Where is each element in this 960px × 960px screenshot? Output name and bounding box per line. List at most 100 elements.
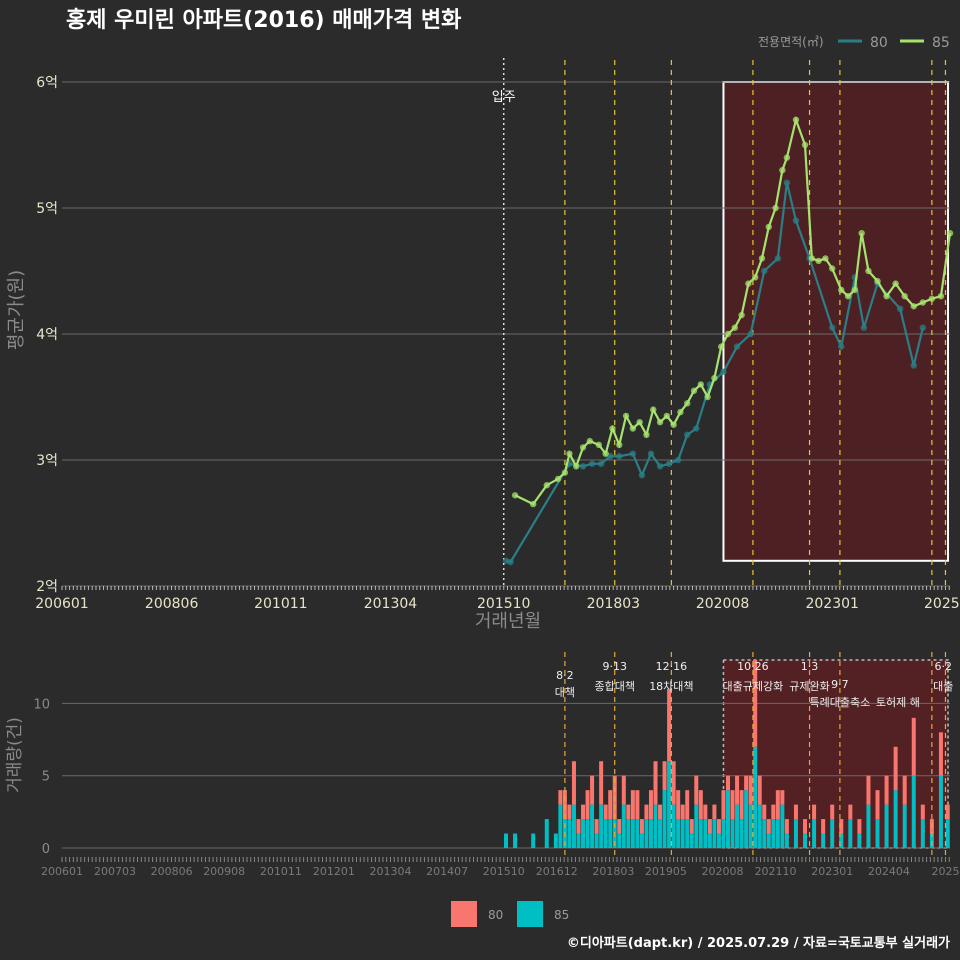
- bar-80: [744, 775, 749, 791]
- bar-80: [581, 804, 586, 820]
- bar-x-tick-label: 201803: [592, 865, 634, 878]
- series-80-point: [616, 453, 623, 460]
- series-85-point: [650, 406, 657, 413]
- bar-85: [775, 819, 780, 848]
- bar-85: [911, 775, 916, 848]
- bar-85: [784, 833, 789, 848]
- top-y-axis-title: 평균가(원): [6, 270, 27, 350]
- series-80-point: [684, 431, 691, 438]
- bar-legend-85-label: 85: [554, 908, 569, 922]
- bar-legend-80-label: 80: [488, 908, 503, 922]
- series-80-point: [588, 460, 596, 467]
- series-85-point: [844, 293, 852, 300]
- policy-annotation-date: 12·16: [656, 660, 688, 673]
- bar-85: [504, 833, 508, 848]
- bar-80: [694, 775, 699, 805]
- bar-80: [857, 819, 862, 834]
- series-85-point: [738, 311, 745, 319]
- bar-85: [730, 819, 735, 848]
- policy-annotation-date: 8·2: [556, 669, 574, 682]
- series-85-point: [629, 425, 637, 432]
- policy-annotation-text: 특례대출축소: [810, 696, 871, 709]
- series-85-point: [690, 387, 698, 394]
- bar-legend-85-swatch: [517, 901, 543, 927]
- bar-85: [662, 790, 667, 848]
- chart-title: 홍제 우미린 아파트(2016) 매매가격 변화: [66, 8, 461, 33]
- bar-85: [626, 819, 631, 848]
- policy-annotation-date: 10·26: [737, 660, 769, 673]
- bar-85: [812, 819, 817, 848]
- bar-80: [875, 790, 880, 820]
- series-85-point: [677, 408, 684, 416]
- bar-80: [945, 804, 950, 820]
- bar-y-tick-label: 5: [42, 770, 50, 785]
- series-85-point: [946, 230, 954, 237]
- series-80-point: [674, 456, 682, 464]
- series-80-point: [774, 255, 782, 262]
- series-85-point: [779, 167, 786, 174]
- series-85-point: [616, 441, 623, 449]
- series-85-point: [758, 255, 766, 262]
- bar-85: [667, 761, 672, 848]
- bar-x-tick-label: 201304: [369, 865, 411, 878]
- bar-85: [603, 819, 608, 848]
- bar-85: [617, 833, 622, 848]
- legend-85-label: 85: [932, 35, 950, 51]
- bar-85: [893, 790, 898, 848]
- bar-80: [630, 790, 635, 820]
- series-80-point: [783, 179, 791, 186]
- series-80-point: [579, 463, 587, 470]
- volume-chart: 0 5 10 200601 200703 200806 200908 201011 201201…: [33, 652, 959, 878]
- series-85-point: [731, 324, 738, 331]
- bar-80: [766, 819, 771, 834]
- series-80-point: [693, 425, 700, 432]
- bar-85: [721, 819, 726, 848]
- bar-80: [558, 790, 563, 805]
- bar-80: [603, 804, 608, 820]
- bar-85: [676, 819, 681, 848]
- bar-80: [839, 819, 844, 834]
- series-85-point: [718, 343, 725, 350]
- policy-annotation-date: 9·13: [602, 660, 627, 673]
- policy-annotation-date: 1·3: [801, 660, 819, 673]
- bar-85: [766, 833, 771, 848]
- x-tick-label: 201011: [254, 596, 307, 612]
- bar-85: [839, 833, 844, 848]
- bar-80: [689, 819, 694, 834]
- series-85-point: [595, 441, 603, 449]
- bar-80: [626, 804, 631, 820]
- bar-85: [735, 804, 740, 848]
- bar-80: [644, 804, 649, 820]
- bar-80: [608, 790, 613, 820]
- bar-80: [639, 819, 644, 834]
- legend-80-label: 80: [870, 35, 888, 51]
- series-80-point: [761, 267, 768, 275]
- x-tick-label: 202301: [805, 596, 858, 612]
- y-tick-label: 5억: [36, 201, 58, 217]
- bar-80: [920, 804, 925, 820]
- bar-x-tick-label: 202404: [868, 865, 910, 878]
- policy-annotation-date: 6·2: [934, 660, 952, 673]
- bar-85: [780, 804, 785, 848]
- bar-80: [893, 746, 898, 791]
- series-85-point: [554, 475, 562, 483]
- bar-85: [920, 819, 925, 848]
- bar-85: [698, 819, 703, 848]
- bar-80: [590, 775, 595, 805]
- bar-85: [639, 833, 644, 848]
- y-tick-label: 4억: [36, 327, 58, 343]
- bar-80: [648, 790, 653, 820]
- bar-85: [793, 819, 798, 848]
- bar-85: [571, 804, 576, 848]
- series-85-point: [543, 482, 550, 489]
- series-80-point: [860, 324, 868, 331]
- bar-80: [680, 804, 685, 820]
- bar-80: [911, 717, 916, 776]
- bar-80: [576, 819, 581, 834]
- bar-85: [902, 804, 907, 848]
- bar-x-tick-label: 201905: [645, 865, 687, 878]
- bar-85: [644, 819, 649, 848]
- bar-85: [635, 819, 640, 848]
- bar-85: [531, 833, 536, 848]
- bar-85: [544, 819, 549, 848]
